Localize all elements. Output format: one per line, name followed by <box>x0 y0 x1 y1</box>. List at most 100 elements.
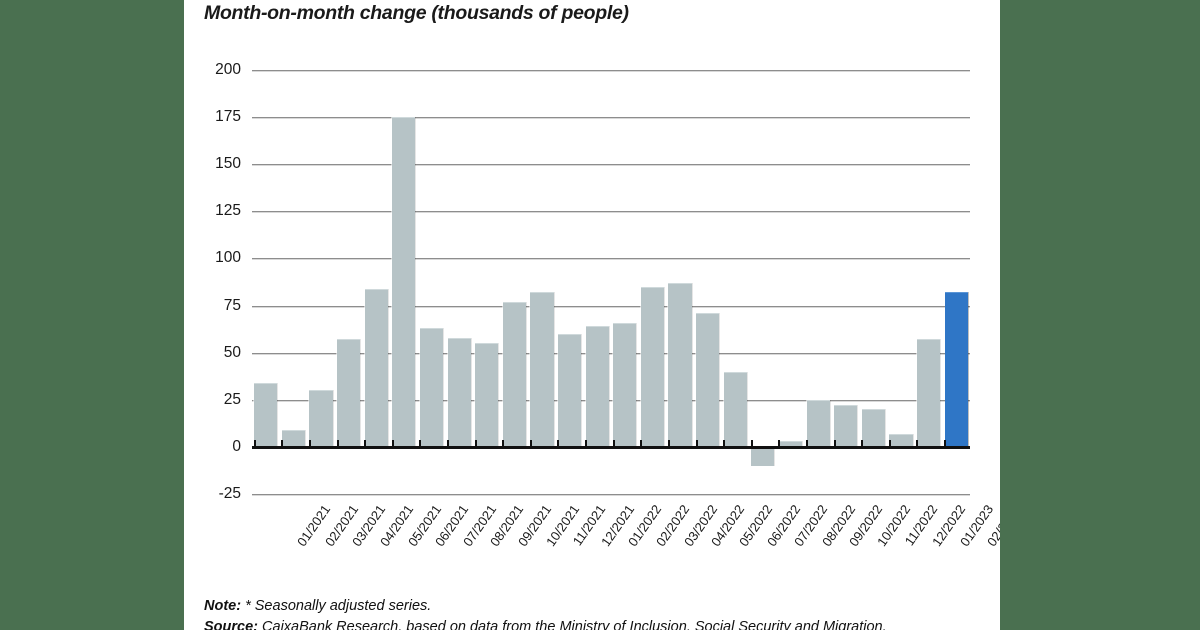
source-line: Source: CaixaBank Research, based on dat… <box>204 617 984 630</box>
bar[interactable] <box>337 339 361 447</box>
note-line: Note: * Seasonally adjusted series. <box>204 596 984 617</box>
x-axis-tick <box>502 439 505 447</box>
x-axis-tick <box>944 439 947 447</box>
bar[interactable] <box>613 322 637 447</box>
y-axis-tick-label: 75 <box>223 296 241 314</box>
x-axis-tick <box>612 439 615 447</box>
y-axis-tick-label: 50 <box>223 343 241 361</box>
gridline <box>252 164 970 166</box>
bar-slot <box>777 70 805 494</box>
x-axis-tick <box>308 439 311 447</box>
bar-slot <box>611 70 639 494</box>
bar[interactable] <box>668 282 692 447</box>
bar-slot <box>280 70 308 494</box>
y-axis-tick-label: 25 <box>223 390 241 408</box>
figure-panel: Month-on-month change (thousands of peop… <box>184 0 1000 630</box>
x-axis-tick <box>585 439 588 447</box>
bar-slot <box>804 70 832 494</box>
gridline <box>252 258 970 260</box>
bar-slot <box>362 70 390 494</box>
bar[interactable] <box>502 301 526 447</box>
bar-slot <box>583 70 611 494</box>
gridline <box>252 494 970 495</box>
y-axis-tick-label: 125 <box>215 202 241 220</box>
bar[interactable] <box>364 288 388 447</box>
gridline <box>252 117 970 119</box>
y-axis-tick-label: 200 <box>215 61 241 78</box>
bar[interactable] <box>696 313 720 447</box>
footnotes: Note: * Seasonally adjusted series. Sour… <box>204 596 984 630</box>
y-axis-tick-label: 175 <box>215 108 241 126</box>
x-axis-tick <box>364 439 367 447</box>
x-axis-tick <box>888 439 891 447</box>
x-axis-tick <box>750 439 753 447</box>
bar[interactable] <box>640 286 664 447</box>
bar[interactable] <box>475 343 499 447</box>
x-axis-tick <box>723 439 726 447</box>
x-axis-tick <box>253 439 256 447</box>
x-axis-tick <box>640 439 643 447</box>
bar-slot <box>639 70 667 494</box>
x-axis-tick <box>861 439 864 447</box>
bar[interactable] <box>585 326 609 447</box>
y-axis-tick-label: 100 <box>215 249 241 267</box>
bar[interactable] <box>392 117 416 447</box>
bar[interactable] <box>861 409 885 447</box>
x-axis-tick <box>419 439 422 447</box>
bar-slot <box>528 70 556 494</box>
bar-slot <box>390 70 418 494</box>
gridline <box>252 211 970 213</box>
bar-slot <box>335 70 363 494</box>
bar[interactable] <box>806 399 830 447</box>
note-label: Note: <box>204 598 242 614</box>
bar-slot <box>832 70 860 494</box>
x-axis-tick <box>557 439 560 447</box>
page-title: Month-on-month change (thousands of peop… <box>204 2 629 24</box>
bar[interactable] <box>778 441 803 447</box>
bar[interactable] <box>889 433 913 447</box>
gridline <box>252 305 970 307</box>
x-axis-tick <box>805 439 808 447</box>
gridline <box>252 70 970 71</box>
bar[interactable] <box>834 405 858 447</box>
bar[interactable] <box>751 446 775 466</box>
x-axis-tick <box>446 439 449 447</box>
x-axis-tick <box>833 439 836 447</box>
bar-series <box>252 70 970 494</box>
bar-slot <box>556 70 584 494</box>
bar-slot <box>721 70 749 494</box>
bar[interactable] <box>557 333 582 447</box>
bar[interactable] <box>447 337 471 447</box>
bar-slot <box>307 70 335 494</box>
bar-slot <box>749 70 777 494</box>
source-label: Source: <box>204 619 258 630</box>
bar-slot <box>445 70 473 494</box>
zero-axis-line <box>252 445 970 449</box>
bar-slot <box>501 70 529 494</box>
source-text: CaixaBank Research, based on data from t… <box>262 619 887 630</box>
x-axis-tick <box>778 439 781 447</box>
bar[interactable] <box>944 292 968 447</box>
bar[interactable] <box>916 339 941 447</box>
bar[interactable] <box>723 371 747 447</box>
bar-slot <box>887 70 915 494</box>
bar-slot <box>252 70 280 494</box>
gridline <box>252 399 970 401</box>
y-axis-tick-label: -25 <box>218 485 241 502</box>
bar-slot <box>418 70 446 494</box>
bar[interactable] <box>419 328 444 447</box>
x-axis-tick <box>916 439 919 447</box>
bar[interactable] <box>281 429 305 447</box>
y-axis-tick-label: 150 <box>215 155 241 173</box>
x-axis-tick <box>667 439 670 447</box>
bar[interactable] <box>254 382 278 447</box>
bar-slot <box>694 70 722 494</box>
y-axis-tick-label: 0 <box>232 437 241 455</box>
bar-slot <box>915 70 943 494</box>
bar[interactable] <box>530 292 554 447</box>
bar-slot <box>860 70 888 494</box>
bar[interactable] <box>309 390 333 447</box>
x-axis-tick <box>474 439 477 447</box>
bar-slot <box>942 70 970 494</box>
bar-slot <box>666 70 694 494</box>
